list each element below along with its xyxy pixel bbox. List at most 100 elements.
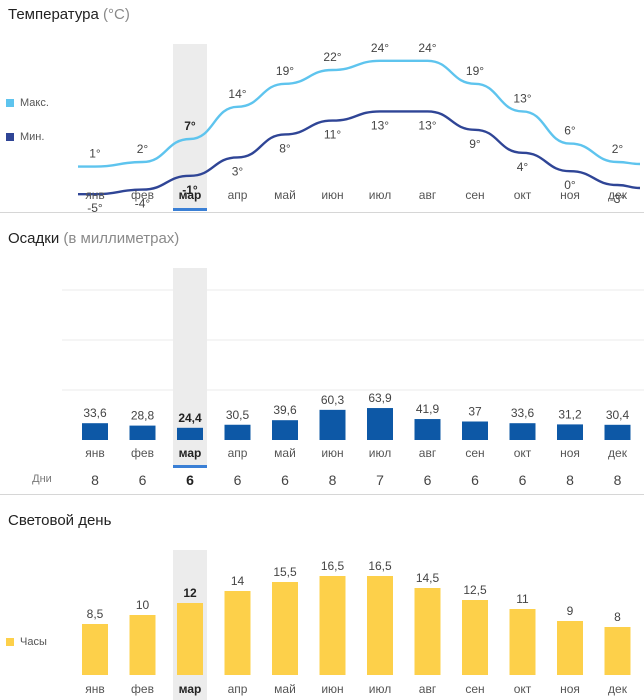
precip-month-label-4: май [274,446,296,460]
daylight-bar-3 [224,591,251,675]
precip-days-value-2: 6 [186,472,194,488]
temp-min-label-7: 13° [418,118,436,132]
daylight-bar-11 [604,627,631,675]
temp-max-label-6: 24° [371,41,389,55]
temp-min-label-10: 0° [564,178,576,192]
precipitation-section: 33,6 28,8 24,4 30,5 39,6 60,3 63,9 41,9 37 33,6 31… [0,224,644,494]
temp-min-label-6: 13° [371,118,389,132]
legend-hours: Часы [6,636,47,648]
legend-min-swatch [6,133,14,141]
temp-month-label-5: июн [321,188,343,202]
temp-min-label-5: 11° [324,128,341,142]
legend-max-swatch [6,99,14,107]
legend-min: Мин. [6,131,44,143]
daylight-value-label-3: 14 [231,574,245,588]
precip-bar-1 [129,425,156,440]
precip-days-value-10: 8 [566,472,574,488]
precip-month-label-2: мар [179,446,202,460]
precip-bar-8 [462,421,488,440]
temperature-title: Температура (°C) [8,6,130,23]
daylight-value-label-0: 8,5 [87,607,104,621]
precip-value-label-5: 60,3 [321,393,345,407]
temp-max-label-8: 19° [466,64,484,78]
daylight-value-label-8: 12,5 [463,583,487,597]
daylight-value-label-9: 11 [516,592,529,606]
daylight-bar-0 [82,624,108,675]
daylight-month-label-2: мар [179,682,202,696]
temp-min-label-3: 3° [232,164,244,178]
precip-bar-4 [272,420,298,440]
precip-bar-2 [177,427,203,440]
temp-max-label-1: 2° [137,142,149,156]
daylight-month-label-10: ноя [560,682,580,696]
daylight-value-label-11: 8 [614,610,621,624]
precip-bar-3 [224,424,251,440]
temp-month-label-2: мар [179,188,202,202]
precip-value-label-9: 33,6 [511,406,535,420]
precip-days-value-11: 8 [614,472,622,488]
daylight-bar-1 [129,615,156,675]
divider-2 [0,494,644,495]
temp-max-label-2: 7° [184,119,196,133]
precip-value-label-7: 41,9 [416,402,440,416]
temp-max-label-3: 14° [228,87,246,101]
daylight-month-label-0: янв [85,682,105,696]
precip-bar-6 [367,408,393,440]
daylight-month-label-4: май [274,682,296,696]
temp-max-label-0: 1° [89,147,101,161]
precip-bar-0 [82,423,108,440]
daylight-month-label-8: сен [465,682,484,696]
temp-month-label-11: дек [608,188,628,202]
temp-month-label-7: авг [419,188,437,202]
precip-value-label-3: 30,5 [226,408,250,422]
temp-min-label-11: -3° [610,192,626,206]
precip-days-value-4: 6 [281,472,289,488]
temperature-section: 1° 2° 7° 14° 19° 22° 24° 24° 19° 13° 6° 2° -5° -4° -1°… [0,0,644,215]
temp-min-label-0: -5° [87,201,103,215]
precip-bar-7 [414,419,441,440]
legend-max: Макс. [6,97,49,109]
daylight-month-label-9: окт [514,682,532,696]
divider-1 [0,212,644,213]
temp-min-label-1: -4° [135,197,151,211]
temp-max-label-11: 2° [612,142,624,156]
daylight-bar-5 [319,576,346,675]
precip-selected-underline [173,465,207,468]
temp-max-label-4: 19° [276,64,294,78]
precip-value-label-8: 37 [468,405,482,419]
daylight-bar-10 [557,621,583,675]
precip-month-label-3: апр [228,446,248,460]
daylight-value-label-5: 16,5 [321,559,345,573]
precipitation-chart: 33,6 28,8 24,4 30,5 39,6 60,3 63,9 41,9 37 33,6 31… [32,268,644,488]
daylight-title: Световой день [8,512,112,529]
daylight-value-label-6: 16,5 [368,559,392,573]
series-line-max [77,59,641,168]
temp-max-label-10: 6° [564,124,576,138]
precip-days-value-3: 6 [234,472,242,488]
temp-month-label-1: фев [131,188,154,202]
temp-month-label-3: апр [228,188,248,202]
daylight-bar-4 [272,582,298,675]
daylight-value-label-1: 10 [136,598,150,612]
temp-month-label-0: янв [85,188,105,202]
temp-min-label-4: 8° [279,141,291,155]
precip-bar-5 [319,409,346,440]
precip-month-label-1: фев [131,446,154,460]
precip-bar-9 [509,423,536,440]
daylight-month-label-11: дек [608,682,628,696]
precip-days-value-6: 7 [376,472,384,488]
daylight-month-label-6: июл [369,682,391,696]
precip-month-label-0: янв [85,446,105,460]
daylight-value-label-7: 14,5 [416,571,440,585]
daylight-value-label-4: 15,5 [273,565,297,579]
daylight-bar-9 [509,609,536,675]
precip-days-value-9: 6 [519,472,527,488]
temp-month-label-9: окт [514,188,532,202]
precip-bar-10 [557,424,583,440]
daylight-section: 8,5 10 12 14 15,5 16,5 16,5 14,5 12,5 11 9 8 янв фев м… [0,506,644,700]
selected-month-highlight [173,44,207,210]
temp-month-label-10: ноя [560,188,580,202]
temp-min-label-8: 9° [469,137,481,151]
precip-month-label-8: сен [465,446,484,460]
precip-value-label-4: 39,6 [273,403,297,417]
